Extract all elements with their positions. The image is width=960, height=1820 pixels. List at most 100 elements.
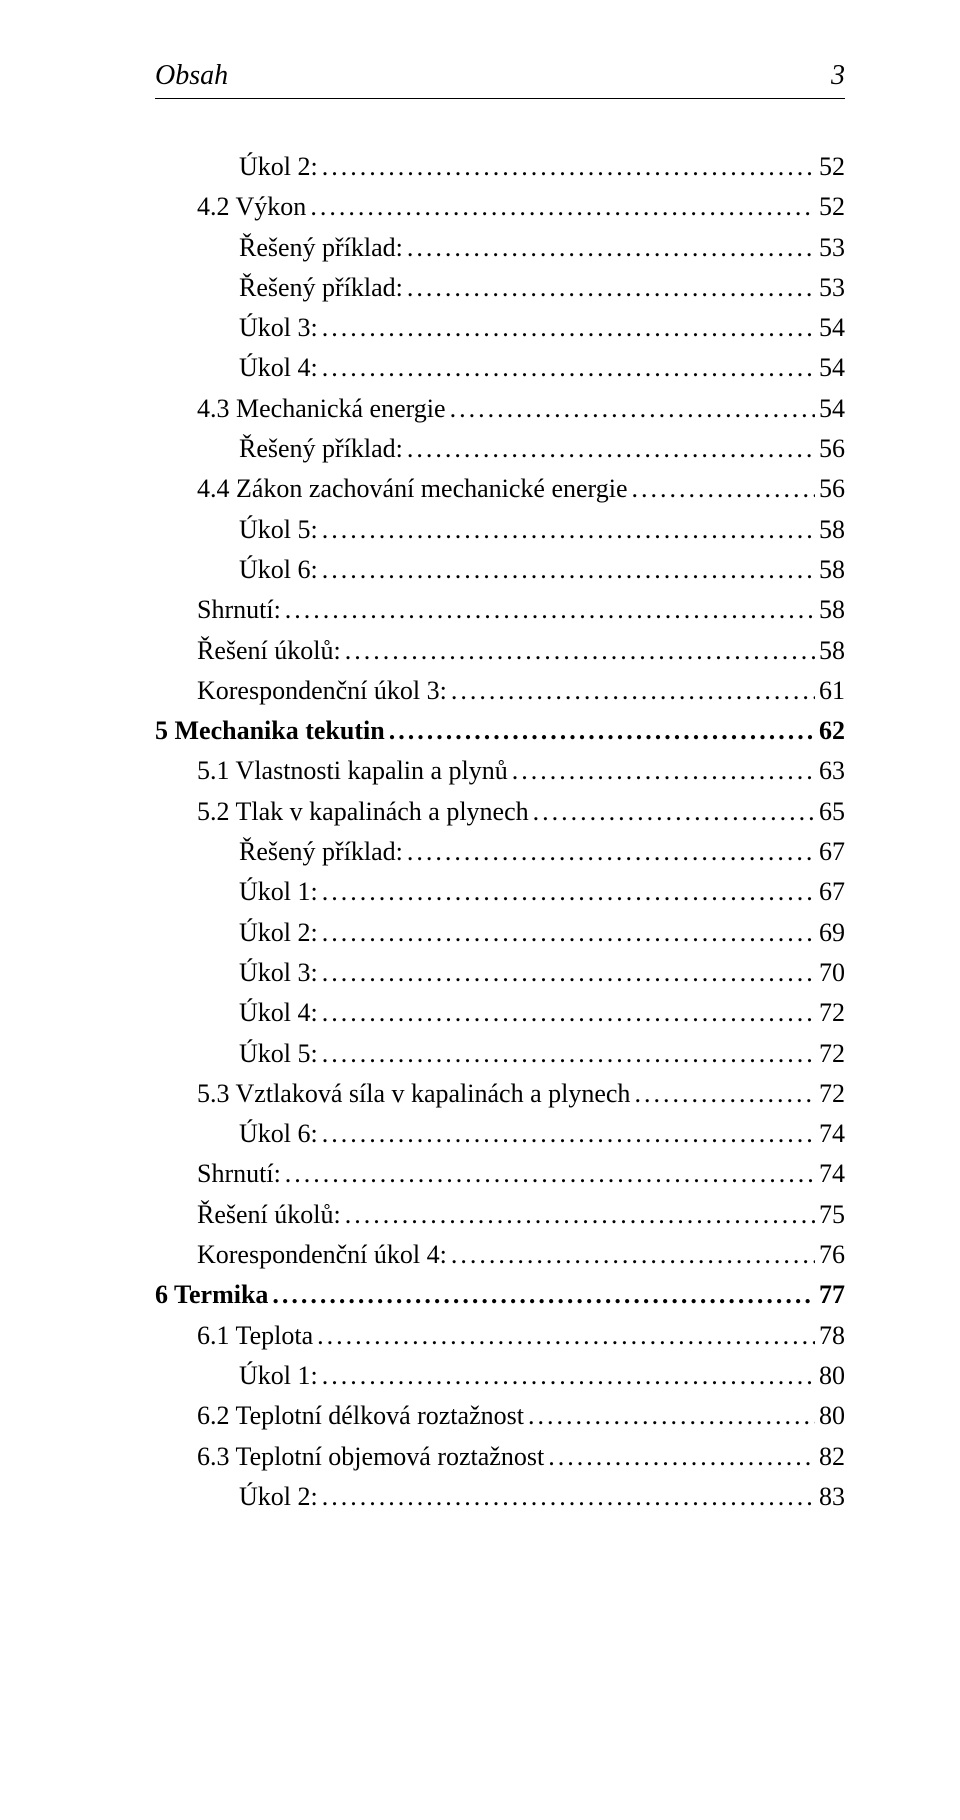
toc-entry: Úkol 4:.................................…	[239, 348, 845, 388]
toc-entry-page: 62	[819, 711, 845, 751]
toc-entry-page: 72	[819, 993, 845, 1033]
header-page-number: 3	[831, 60, 845, 92]
toc-entry-page: 83	[819, 1477, 845, 1517]
header-title: Obsah	[155, 60, 228, 92]
toc-entry: Úkol 3:.................................…	[239, 308, 845, 348]
toc-entry-leader: ........................................…	[512, 751, 815, 791]
toc-entry-leader: ........................................…	[285, 1154, 815, 1194]
toc-entry: Řešený příklad:.........................…	[239, 268, 845, 308]
toc-entry-label: Úkol 2:	[239, 913, 318, 953]
toc-entry-label: 6 Termika	[155, 1275, 268, 1315]
toc-entry-page: 69	[819, 913, 845, 953]
toc-entry: Úkol 5:.................................…	[239, 510, 845, 550]
toc-entry-page: 63	[819, 751, 845, 791]
toc-entry-page: 77	[819, 1275, 845, 1315]
toc-entry-leader: ........................................…	[322, 1477, 815, 1517]
toc-entry-page: 53	[819, 268, 845, 308]
toc-entry: Úkol 6:.................................…	[239, 550, 845, 590]
toc-entry-page: 58	[819, 631, 845, 671]
toc-entry: 5 Mechanika tekutin.....................…	[155, 711, 845, 751]
page-header: Obsah 3	[155, 60, 845, 99]
toc-entry-page: 74	[819, 1114, 845, 1154]
toc-entry: 5.1 Vlastnosti kapalin a plynů..........…	[197, 751, 845, 791]
toc-entry-leader: ........................................…	[322, 348, 815, 388]
toc-entry-label: 6.1 Teplota	[197, 1316, 313, 1356]
toc-entry-label: 5.2 Tlak v kapalinách a plynech	[197, 792, 529, 832]
toc-entry-label: Úkol 4:	[239, 993, 318, 1033]
toc-entry: 6.3 Teplotní objemová roztažnost........…	[197, 1437, 845, 1477]
toc-entry-leader: ........................................…	[548, 1437, 815, 1477]
toc-entry-label: Řešený příklad:	[239, 228, 403, 268]
toc-entry-label: Úkol 2:	[239, 1477, 318, 1517]
toc-entry: Úkol 5:.................................…	[239, 1034, 845, 1074]
toc-entry-label: Řešení úkolů:	[197, 631, 341, 671]
toc-entry-label: Úkol 5:	[239, 1034, 318, 1074]
toc-entry-page: 52	[819, 187, 845, 227]
toc-entry-leader: ........................................…	[407, 228, 815, 268]
toc-entry-label: Řešení úkolů:	[197, 1195, 341, 1235]
toc-entry: 4.4 Zákon zachování mechanické energie..…	[197, 469, 845, 509]
toc-entry: Úkol 1:.................................…	[239, 872, 845, 912]
toc-entry: 6.1 Teplota.............................…	[197, 1316, 845, 1356]
toc-entry-page: 82	[819, 1437, 845, 1477]
toc-entry-page: 58	[819, 590, 845, 630]
toc-entry-page: 65	[819, 792, 845, 832]
toc-entry-page: 75	[819, 1195, 845, 1235]
toc-entry-page: 54	[819, 348, 845, 388]
page: Obsah 3 Úkol 2:.........................…	[0, 0, 960, 1820]
toc-entry-leader: ........................................…	[632, 469, 816, 509]
toc-entry-leader: ........................................…	[322, 550, 815, 590]
toc-entry-leader: ........................................…	[272, 1275, 815, 1315]
toc-entry-page: 72	[819, 1074, 845, 1114]
toc-entry-page: 67	[819, 832, 845, 872]
toc-entry-label: Řešený příklad:	[239, 832, 403, 872]
toc-entry: Úkol 1:.................................…	[239, 1356, 845, 1396]
toc-entry-page: 76	[819, 1235, 845, 1275]
toc-entry-label: Úkol 6:	[239, 550, 318, 590]
toc-entry-label: 6.3 Teplotní objemová roztažnost	[197, 1437, 544, 1477]
toc-entry-label: Shrnutí:	[197, 590, 281, 630]
toc-entry-leader: ........................................…	[322, 1114, 815, 1154]
toc-entry-label: Shrnutí:	[197, 1154, 281, 1194]
toc-entry-leader: ........................................…	[322, 1356, 815, 1396]
toc-entry-page: 54	[819, 308, 845, 348]
toc-entry: Řešení úkolů:...........................…	[197, 1195, 845, 1235]
toc-entry-label: Úkol 5:	[239, 510, 318, 550]
toc-entry-label: 6.2 Teplotní délková roztažnost	[197, 1396, 524, 1436]
toc-entry-page: 54	[819, 389, 845, 429]
toc-entry-label: Úkol 2:	[239, 147, 318, 187]
toc-entry: 4.2 Výkon...............................…	[197, 187, 845, 227]
toc-entry: 5.2 Tlak v kapalinách a plynech.........…	[197, 792, 845, 832]
toc-entry: Úkol 2:.................................…	[239, 913, 845, 953]
toc-entry: Řešený příklad:.........................…	[239, 429, 845, 469]
toc-entry-leader: ........................................…	[322, 1034, 815, 1074]
toc-entry-page: 61	[819, 671, 845, 711]
toc-entry-label: Úkol 1:	[239, 872, 318, 912]
toc-entry-leader: ........................................…	[322, 913, 815, 953]
toc-entry-label: Úkol 4:	[239, 348, 318, 388]
toc-entry-page: 56	[819, 469, 845, 509]
toc-entry: Řešený příklad:.........................…	[239, 228, 845, 268]
toc-entry-leader: ........................................…	[285, 590, 815, 630]
toc-entry-leader: ........................................…	[322, 872, 815, 912]
toc-entry-leader: ........................................…	[322, 510, 815, 550]
toc-entry: Řešený příklad:.........................…	[239, 832, 845, 872]
toc-entry-leader: ........................................…	[317, 1316, 815, 1356]
toc-entry-page: 78	[819, 1316, 845, 1356]
toc-entry: Shrnutí:................................…	[197, 590, 845, 630]
toc-entry-leader: ........................................…	[322, 308, 815, 348]
toc-entry: 6.2 Teplotní délková roztažnost.........…	[197, 1396, 845, 1436]
toc-entry-leader: ........................................…	[345, 631, 815, 671]
toc-entry: Korespondenční úkol 4:..................…	[197, 1235, 845, 1275]
toc-entry-label: Úkol 3:	[239, 308, 318, 348]
toc-entry: Úkol 2:.................................…	[239, 1477, 845, 1517]
toc-entry-label: Úkol 1:	[239, 1356, 318, 1396]
toc-entry-leader: ........................................…	[407, 429, 815, 469]
table-of-contents: Úkol 2:.................................…	[155, 147, 845, 1517]
toc-entry-label: 4.2 Výkon	[197, 187, 306, 227]
toc-entry-label: Korespondenční úkol 4:	[197, 1235, 447, 1275]
toc-entry-leader: ........................................…	[322, 953, 815, 993]
toc-entry-leader: ........................................…	[345, 1195, 815, 1235]
toc-entry: Úkol 6:.................................…	[239, 1114, 845, 1154]
toc-entry-leader: ........................................…	[389, 711, 815, 751]
